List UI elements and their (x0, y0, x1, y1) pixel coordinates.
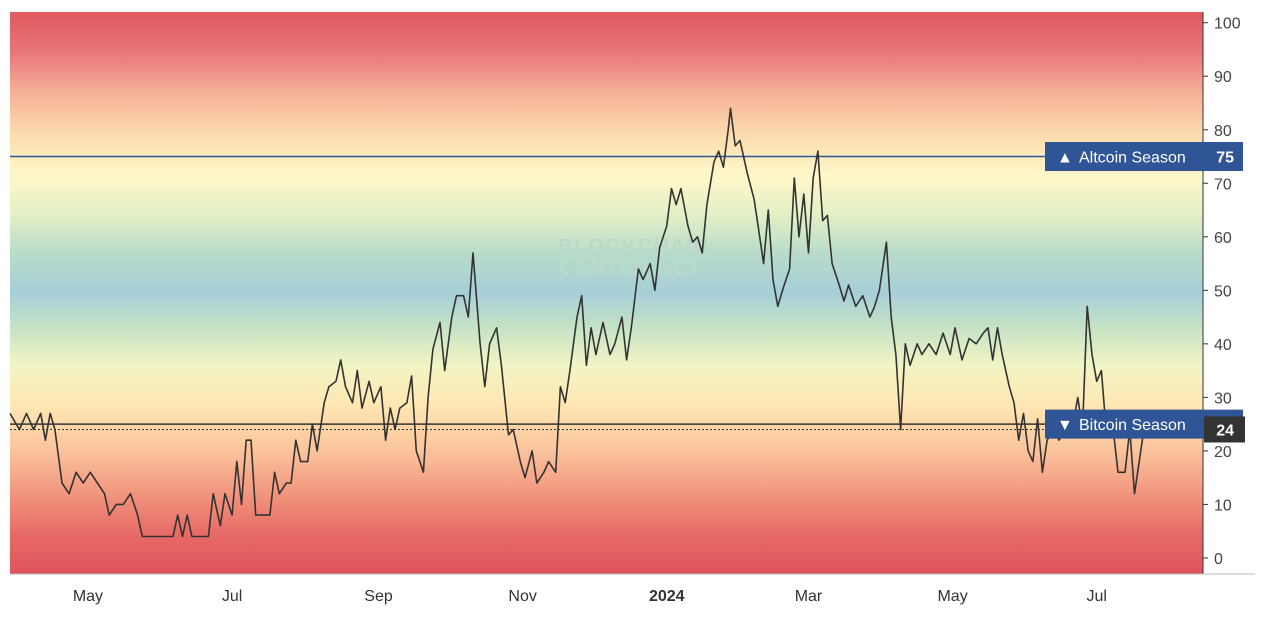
x-tick-label: Jul (1086, 588, 1106, 605)
current-value-badge-bg (1204, 416, 1245, 443)
altcoin-season-symbol: ▲ (1057, 150, 1073, 167)
y-tick-label: 70 (1214, 176, 1232, 193)
bitcoin-season-label: Bitcoin Season (1079, 417, 1186, 434)
x-tick-label: 2024 (649, 588, 685, 605)
x-tick-label: May (73, 588, 103, 605)
series-line (9, 107, 1149, 538)
y-tick-label: 40 (1214, 337, 1232, 354)
threshold-lines (10, 155, 1203, 430)
y-tick-label: 60 (1214, 230, 1232, 247)
current-value-badge: 24 (1204, 416, 1245, 443)
watermark: BLOCKCHAIN CENTER.NET (558, 235, 709, 279)
altcoin-season-label: Altcoin Season (1079, 150, 1186, 167)
y-tick-label: 100 (1214, 16, 1241, 33)
y-tick-label: 80 (1214, 123, 1232, 140)
x-tick-label: Nov (508, 588, 536, 605)
x-tick-label: Jul (222, 588, 242, 605)
watermark-line-2: CENTER.NET (558, 256, 702, 279)
y-tick-label: 90 (1214, 69, 1232, 86)
altcoin-season-badge: ▲ Altcoin Season 75 (1045, 142, 1243, 172)
y-tick-label: 0 (1214, 551, 1223, 568)
bitcoin-season-symbol: ▼ (1057, 417, 1073, 434)
altcoin-season-value: 75 (1216, 150, 1234, 167)
watermark-line-1: BLOCKCHAIN (558, 235, 709, 258)
current-value-label: 24 (1216, 422, 1234, 439)
y-tick-label: 10 (1214, 497, 1232, 514)
y-tick-label: 50 (1214, 283, 1232, 300)
x-tick-label: Sep (364, 588, 393, 605)
x-tick-label: May (937, 588, 967, 605)
plot-background (10, 12, 1203, 574)
x-tick-label: Mar (795, 588, 823, 605)
y-axis-ticks: 0 10 20 30 40 50 60 70 80 90 100 (1203, 16, 1241, 568)
x-axis-ticks: May Jul Sep Nov 2024 Mar May Jul (73, 588, 1107, 605)
y-tick-label: 20 (1214, 444, 1232, 461)
y-tick-label: 30 (1214, 390, 1232, 407)
altcoin-season-badge-bg (1045, 142, 1243, 172)
